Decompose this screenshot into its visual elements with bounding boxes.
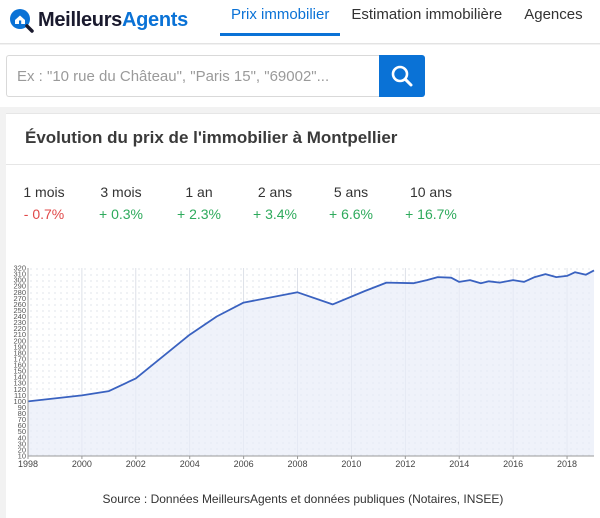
y-tick-label: 60 — [18, 421, 26, 430]
period-label: 3 mois — [100, 184, 142, 200]
y-tick-label: 130 — [13, 379, 26, 388]
search-input[interactable] — [6, 55, 380, 97]
series-line — [27, 269, 595, 403]
y-tick-label: 240 — [13, 312, 26, 321]
y-tick-label: 50 — [18, 427, 26, 436]
y-tick-label: 120 — [13, 385, 26, 394]
top-bar: MeilleursAgents Prix immobilier Estimati… — [0, 0, 600, 44]
y-tick-label: 190 — [13, 342, 26, 351]
data-source: Source : Données MeilleursAgents et donn… — [102, 492, 504, 506]
x-tick-label: 2008 — [288, 459, 308, 468]
y-tick-label: 230 — [13, 318, 26, 327]
y-tick-label: 70 — [18, 415, 26, 424]
y-tick-label: 160 — [13, 361, 26, 370]
y-tick-label: 180 — [13, 348, 26, 357]
period-label: 1 mois — [23, 184, 65, 200]
y-tick-label: 140 — [13, 373, 26, 382]
y-tick-label: 100 — [13, 397, 26, 406]
period-10-ans: 10 ans + 16.7% — [396, 184, 466, 222]
y-tick-label: 150 — [13, 367, 26, 376]
y-tick-label: 170 — [13, 354, 26, 363]
search-icon — [391, 65, 413, 87]
logo[interactable]: MeilleursAgents — [8, 5, 188, 35]
y-tick-label: 270 — [13, 294, 26, 303]
logo-text-part1: Meilleurs — [38, 8, 122, 31]
x-tick-label: 2010 — [341, 459, 361, 468]
period-value: - 0.7% — [23, 206, 65, 222]
x-tick-label: 2002 — [126, 459, 146, 468]
period-value: + 3.4% — [253, 206, 297, 222]
y-tick-label: 210 — [13, 330, 26, 339]
price-evolution-card: Évolution du prix de l'immobilier à Mont… — [6, 113, 600, 518]
period-label: 1 an — [185, 184, 213, 200]
nav-prix-immobilier[interactable]: Prix immobilier — [220, 0, 341, 36]
period-3-mois: 3 mois + 0.3% — [86, 184, 156, 222]
x-tick-label: 2016 — [503, 459, 523, 468]
y-tick-label: 110 — [14, 391, 26, 400]
x-tick-label: 2006 — [234, 459, 254, 468]
y-tick-label: 40 — [18, 433, 26, 442]
y-tick-label: 30 — [18, 439, 26, 448]
y-tick-label: 80 — [18, 409, 26, 418]
x-tick-label: 2014 — [449, 459, 469, 468]
period-1-an: 1 an + 2.3% — [164, 184, 234, 222]
nav-estimation-immobiliere[interactable]: Estimation immobilière — [351, 6, 503, 23]
x-tick-label: 1998 — [18, 459, 38, 468]
period-label: 5 ans — [333, 184, 369, 200]
search-button[interactable] — [379, 55, 425, 97]
y-tick-label: 310 — [13, 270, 26, 279]
y-tick-label: 250 — [13, 306, 26, 315]
search-bar — [0, 45, 600, 107]
y-tick-label: 290 — [13, 282, 26, 291]
period-label: 2 ans — [257, 184, 293, 200]
y-tick-label: 220 — [13, 324, 26, 333]
card-title: Évolution du prix de l'immobilier à Mont… — [25, 128, 398, 147]
home-magnifier-icon — [8, 7, 34, 33]
y-tick-label: 200 — [13, 336, 26, 345]
period-1-mois: 1 mois - 0.7% — [9, 184, 79, 222]
price-chart: 1020304050607080901001101201301401501601… — [13, 264, 595, 468]
period-value: + 2.3% — [177, 206, 221, 222]
period-value: + 16.7% — [405, 206, 457, 222]
series-area — [28, 270, 594, 456]
x-tick-label: 2018 — [557, 459, 577, 468]
y-tick-label: 260 — [13, 300, 26, 309]
period-label: 10 ans — [409, 184, 453, 200]
y-tick-label: 280 — [13, 288, 26, 297]
period-value: + 0.3% — [99, 206, 143, 222]
logo-text-part2: Agents — [122, 8, 188, 31]
period-value: + 6.6% — [329, 206, 373, 222]
y-tick-label: 300 — [13, 276, 26, 285]
logo-text: MeilleursAgents — [38, 9, 188, 32]
x-tick-label: 2004 — [180, 459, 200, 468]
y-tick-label: 90 — [18, 403, 26, 412]
y-tick-label: 10 — [18, 452, 26, 461]
y-tick-label: 20 — [18, 445, 26, 454]
x-tick-label: 2000 — [72, 459, 92, 468]
card-divider — [6, 164, 600, 165]
main-nav: Prix immobilier Estimation immobilière A… — [220, 0, 594, 44]
period-5-ans: 5 ans + 6.6% — [316, 184, 386, 222]
x-tick-label: 2012 — [395, 459, 415, 468]
y-tick-label: 320 — [13, 264, 26, 273]
nav-agences[interactable]: Agences — [524, 6, 583, 23]
period-2-ans: 2 ans + 3.4% — [240, 184, 310, 222]
